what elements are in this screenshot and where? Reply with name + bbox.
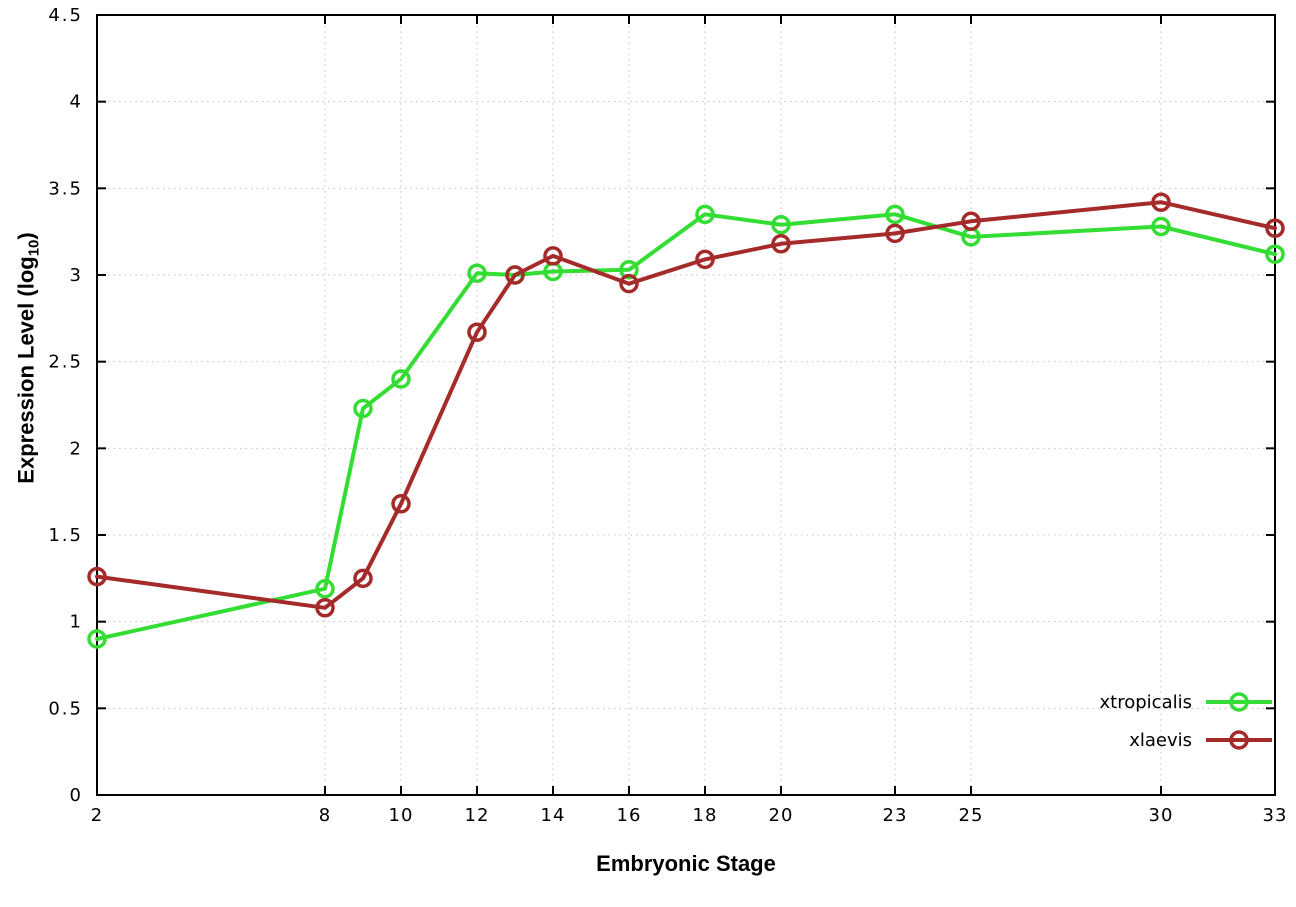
legend-label-xtropicalis: xtropicalis [1100,692,1192,713]
x-tick-label: 20 [769,805,794,826]
data-point-xtropicalis [467,263,487,284]
x-tick-label: 10 [389,805,414,826]
data-point-xtropicalis [391,369,411,389]
y-tick-label: 4 [70,92,83,113]
data-point-xlaevis [1265,218,1285,238]
x-tick-label: 8 [319,805,331,826]
y-axis-title-subscript: 10 [25,239,43,257]
x-tick-label: 18 [693,805,718,826]
data-point-xlaevis [87,566,107,587]
data-point-xtropicalis [353,398,373,419]
data-point-xtropicalis [1151,216,1171,237]
x-tick-label: 33 [1263,805,1288,826]
data-point-xtropicalis [885,204,905,225]
data-point-xtropicalis [619,260,639,280]
x-tick-label: 2 [91,805,103,826]
data-point-xtropicalis [87,629,107,649]
data-point-xlaevis [353,568,373,589]
x-tick-label: 23 [883,805,908,826]
legend-sample-marker-xlaevis [1229,730,1249,750]
y-tick-label: 4.5 [48,5,83,26]
y-tick-label: 1 [70,612,83,633]
data-point-xlaevis [619,273,639,294]
x-tick-label: 25 [959,805,984,826]
data-point-xlaevis [543,246,563,266]
y-axis-title-main: Expression Level (log [13,256,39,484]
legend-sample-marker-xtropicalis [1229,692,1249,712]
x-tick-label: 16 [617,805,642,826]
data-point-xtropicalis [315,578,335,599]
data-point-xlaevis [771,234,791,254]
y-axis-title: Expression Level (log10) [13,232,42,483]
y-tick-label: 0 [70,785,83,806]
x-axis-title: Embryonic Stage [596,851,776,876]
data-point-xlaevis [467,322,487,342]
plot-border [96,14,1276,796]
data-point-xlaevis [885,223,905,244]
y-axis-title-suffix: ) [13,232,39,240]
data-point-xlaevis [695,249,715,270]
y-tick-label: 2.5 [48,352,83,373]
data-point-xtropicalis [1265,244,1285,264]
data-point-xtropicalis [771,214,791,235]
data-point-xtropicalis [695,204,715,225]
y-tick-label: 0.5 [48,698,83,719]
x-tick-label: 12 [465,805,490,826]
x-tick-label: 30 [1149,805,1174,826]
y-tick-label: 2 [70,438,83,459]
data-point-xlaevis [505,265,525,285]
series-line-xtropicalis [95,212,1277,641]
series-line-xlaevis [95,200,1277,610]
y-tick-label: 3 [70,265,83,286]
data-point-xlaevis [961,211,981,232]
y-tick-label: 3.5 [48,178,83,199]
data-point-xlaevis [1151,192,1171,212]
data-point-xlaevis [391,494,411,514]
data-point-xlaevis [315,598,335,618]
x-tick-label: 14 [541,805,566,826]
legend-label-xlaevis: xlaevis [1129,730,1192,751]
y-tick-label: 1.5 [48,525,83,546]
